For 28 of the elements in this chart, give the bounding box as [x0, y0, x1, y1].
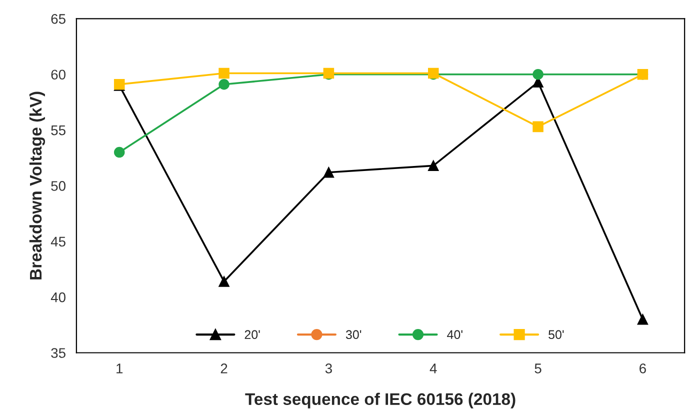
legend-label: 20'	[244, 330, 260, 340]
point	[532, 121, 544, 132]
x-tick-label: 1	[116, 364, 123, 374]
point	[218, 276, 230, 287]
y-tick-label: 35	[51, 348, 66, 358]
y-tick-label: 45	[50, 236, 66, 247]
x-axis-title: Test sequence of IEC 60156 (2018)	[245, 392, 516, 408]
point	[218, 78, 230, 90]
y-tick-label: 50	[51, 181, 66, 191]
y-tick-label: 55	[51, 126, 66, 136]
point	[637, 314, 648, 325]
x-tick-label: 2	[220, 364, 228, 374]
legend-label: 50'	[548, 330, 564, 340]
legend-label: 40'	[447, 330, 462, 340]
y-tick-label: 40	[50, 292, 66, 302]
y-tick-label: 65	[51, 14, 66, 24]
point	[114, 146, 125, 158]
x-tick-label: 5	[534, 364, 542, 374]
y-tick-label: 60	[51, 70, 66, 80]
point	[323, 166, 334, 178]
point	[532, 68, 544, 80]
x-tick-label: 4	[430, 364, 437, 374]
x-tick-label: 3	[325, 364, 332, 374]
legend-label: 30'	[346, 330, 362, 340]
x-tick-label: 6	[640, 364, 646, 374]
point	[428, 160, 439, 172]
y-axis-title: Breakdown Voltage (kV)	[29, 92, 46, 280]
point	[218, 68, 230, 79]
